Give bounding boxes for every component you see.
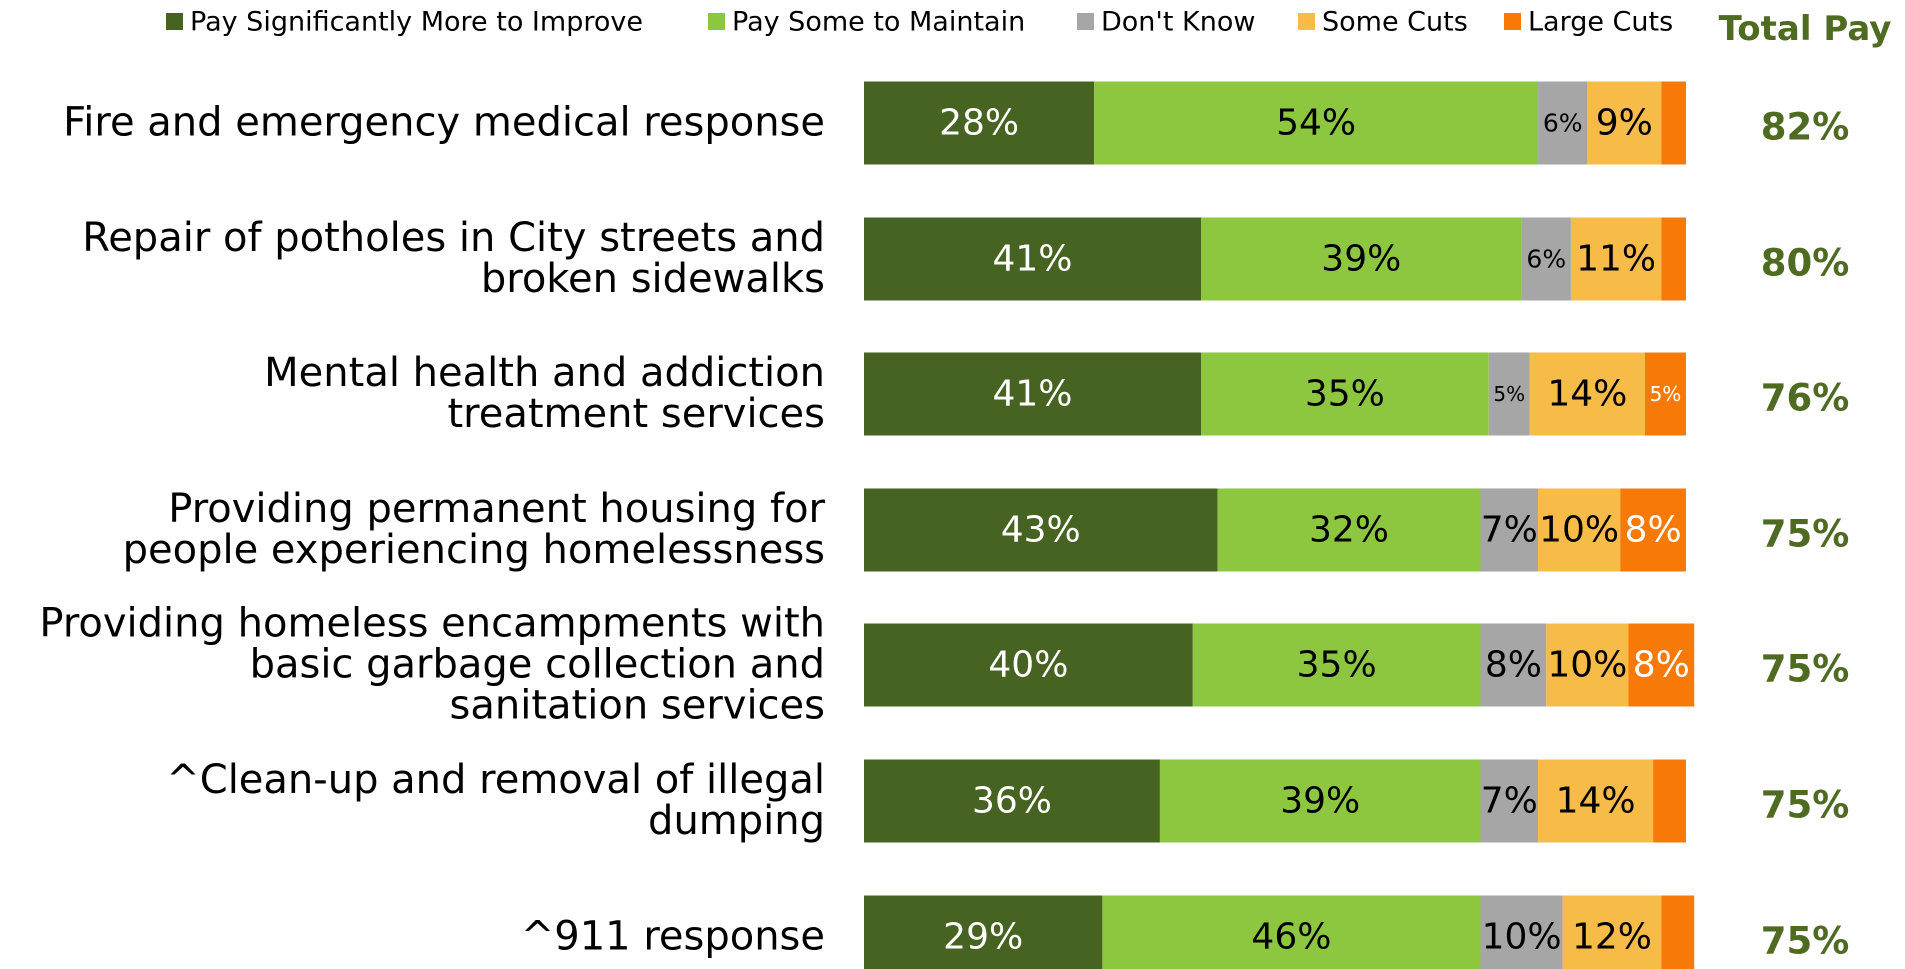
total-label: 75% [1761,513,1850,556]
legend-label: Don't Know [1101,7,1255,38]
category-label: Mental health and addiction treatment se… [264,350,825,437]
data-label: 28% [939,103,1019,144]
category-label: Repair of potholes in City streets and b… [82,215,825,302]
bar-segment [1480,488,1539,572]
data-label: 5% [1650,382,1682,406]
data-label: 8% [1633,645,1690,686]
legend-label: Some Cuts [1322,7,1468,38]
category-label: Providing permanent housing for people e… [122,486,825,573]
total-label: 76% [1761,377,1850,420]
bar-segment [1661,217,1686,301]
data-label: 10% [1539,510,1619,551]
data-label: 54% [1276,103,1356,144]
data-label: 10% [1547,645,1627,686]
bar-segment [1201,217,1522,301]
data-label: 39% [1280,781,1360,822]
bar-segment [1538,759,1654,843]
legend-swatch [166,13,183,30]
bar-segment [1653,759,1686,843]
bar-segment [864,623,1193,707]
legend-swatch [1077,13,1094,30]
legend-swatch [1504,13,1521,30]
data-label: 46% [1251,917,1331,958]
bar-segment [1620,488,1686,572]
bar-segment [1159,759,1481,843]
bar-segment [1192,623,1481,707]
bar-segment [1538,488,1621,572]
data-label: 14% [1556,781,1636,822]
data-label: 32% [1309,510,1389,551]
data-label: 43% [1001,510,1081,551]
bar-segment [1644,352,1686,436]
total-label: 75% [1761,920,1850,963]
bar-segment [1628,623,1695,707]
category-label: ^Clean-up and removal of illegal dumping [166,757,825,844]
total-label: 75% [1761,648,1850,691]
data-label: 35% [1305,374,1385,415]
data-label: 5% [1493,382,1525,406]
data-label: 41% [993,374,1073,415]
data-label: 14% [1547,374,1627,415]
bar-segment [1102,895,1481,969]
bar-segment [864,895,1103,969]
bar-segment [1529,352,1645,436]
data-label: 11% [1576,239,1656,280]
category-label: ^911 response [520,913,825,960]
total-header: Total Pay [1719,9,1892,49]
data-label: 7% [1481,781,1538,822]
bar-segment [1661,81,1686,165]
bar-segment [864,217,1202,301]
bar-segment [1480,623,1547,707]
data-label: 39% [1321,239,1401,280]
bar-segment [1201,352,1489,436]
legend-label: Pay Significantly More to Improve [190,7,643,38]
total-label: 80% [1761,242,1850,285]
total-label: 75% [1761,784,1850,827]
data-label: 12% [1572,917,1652,958]
bar-segment [1521,217,1571,301]
bar-segment [1562,895,1662,969]
legend-label: Pay Some to Maintain [732,7,1025,38]
data-label: 8% [1625,510,1682,551]
bar-segment [1094,81,1539,165]
data-label: 35% [1297,645,1377,686]
bar-segment [864,759,1160,843]
legend-swatch [1298,13,1315,30]
bar-segment [864,488,1218,572]
legend-label: Large Cuts [1528,7,1673,38]
bar-segment [1480,895,1563,969]
data-label: 10% [1482,917,1562,958]
bar-segment [1217,488,1481,572]
bar-segment [1488,352,1530,436]
data-label: 8% [1485,645,1542,686]
bar-segment [864,352,1202,436]
bar-segment [1480,759,1539,843]
data-label: 29% [943,917,1023,958]
bar-segment [1538,81,1588,165]
category-label: Fire and emergency medical response [63,99,825,146]
total-label: 82% [1761,106,1850,149]
bar-segment [1587,81,1662,165]
bar-segment [864,81,1095,165]
legend-swatch [708,13,725,30]
bar-segment [1661,895,1695,969]
data-label: 36% [972,781,1052,822]
bar-segment [1570,217,1662,301]
data-label: 41% [993,239,1073,280]
data-label: 9% [1596,103,1653,144]
data-label: 40% [988,645,1068,686]
bar-segment [1546,623,1629,707]
data-label: 7% [1481,510,1538,551]
data-label: 6% [1543,109,1583,138]
data-label: 6% [1526,245,1566,274]
category-label: Providing homeless encampments with basi… [39,600,825,729]
